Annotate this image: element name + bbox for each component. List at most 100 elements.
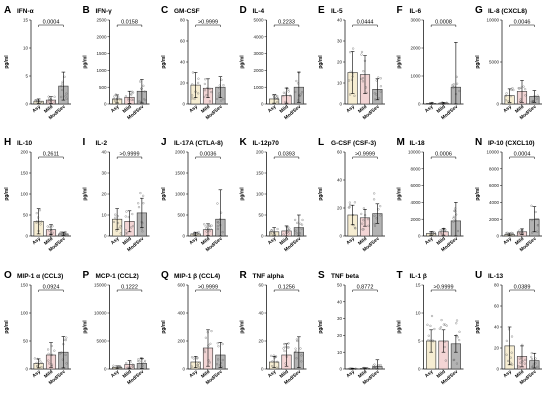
y-tick-label: 10 — [337, 81, 343, 86]
x-category-label: Asy — [424, 104, 435, 114]
data-point — [190, 97, 194, 100]
data-point — [33, 357, 36, 360]
y-tick-label: 500 — [99, 85, 107, 90]
data-point — [131, 365, 134, 368]
data-point — [282, 233, 285, 236]
y-tick-label: 0 — [496, 234, 499, 239]
data-point — [524, 94, 527, 97]
data-point — [118, 98, 121, 101]
data-point — [433, 327, 436, 331]
data-point — [60, 85, 63, 88]
data-point — [295, 338, 298, 341]
y-tick-label: 1000 — [410, 74, 421, 79]
data-point — [431, 339, 434, 342]
y-tick-label: 40 — [337, 18, 343, 23]
p-value: 0.0036 — [200, 152, 217, 158]
data-point — [124, 95, 127, 98]
x-category-label: Asy — [188, 236, 199, 246]
data-point — [197, 77, 200, 80]
x-category-label: Asy — [188, 104, 199, 114]
y-tick-label: 8000 — [410, 166, 421, 171]
data-point — [366, 218, 370, 221]
data-point — [196, 356, 199, 359]
data-point — [439, 102, 442, 105]
data-point — [427, 334, 430, 337]
data-point — [353, 94, 356, 97]
data-point — [295, 232, 298, 235]
y-tick-label: 0 — [496, 102, 499, 107]
panel-letter: N — [475, 137, 482, 148]
data-point — [433, 231, 436, 234]
data-point — [40, 361, 43, 365]
data-point — [534, 357, 537, 360]
significance-bracket — [273, 289, 300, 292]
data-point — [131, 90, 134, 93]
data-point — [208, 87, 211, 90]
panel-letter: P — [83, 270, 90, 281]
data-point — [197, 362, 200, 365]
y-tick-label: 15000 — [94, 283, 107, 288]
data-point — [458, 89, 461, 93]
data-point — [445, 101, 448, 104]
data-point — [348, 204, 352, 207]
data-point — [197, 233, 200, 236]
data-point — [131, 365, 135, 368]
data-point — [455, 362, 459, 365]
data-point — [519, 231, 522, 234]
data-point — [427, 339, 430, 342]
y-tick-label: 60 — [180, 39, 186, 44]
data-point — [47, 352, 50, 355]
significance-bracket — [509, 156, 535, 159]
data-point — [536, 217, 540, 221]
y-tick-label: 0 — [261, 367, 264, 372]
data-point — [347, 206, 350, 209]
data-point — [118, 365, 121, 368]
data-point — [65, 362, 68, 365]
data-point — [203, 89, 207, 92]
data-point — [531, 365, 534, 368]
y-tick-label: 40 — [494, 325, 500, 330]
p-value: 0.0393 — [278, 152, 295, 158]
data-point — [505, 353, 508, 356]
y-tick-label: 20 — [180, 81, 186, 86]
y-tick-label: 150 — [20, 171, 28, 176]
panel-title: IL-8 (CXCL8) — [488, 8, 527, 15]
data-point — [504, 94, 507, 97]
data-point — [351, 367, 354, 370]
y-tick-label: 60 — [258, 283, 264, 288]
data-point — [295, 79, 298, 83]
x-category-label: Mild — [514, 236, 525, 247]
data-point — [36, 365, 39, 368]
x-category-label: Asy — [31, 104, 42, 114]
panel-title: MIP-1 α (CCL3) — [17, 273, 63, 280]
panel-letter: H — [4, 137, 11, 148]
x-category-label: Asy — [188, 369, 199, 379]
data-point — [115, 98, 118, 101]
data-point — [124, 232, 127, 235]
data-point — [379, 77, 382, 80]
data-point — [439, 232, 442, 235]
data-point — [143, 361, 146, 364]
data-point — [536, 94, 539, 97]
data-point — [519, 361, 522, 364]
panel-title: G-CSF (CSF-3) — [331, 140, 376, 147]
data-point — [439, 326, 443, 329]
data-point — [193, 97, 196, 101]
p-value: 0.0444 — [357, 20, 374, 26]
y-tick-label: 40 — [258, 311, 264, 316]
y-tick-label: 0 — [261, 102, 264, 107]
data-point — [60, 95, 63, 98]
data-point — [210, 90, 213, 94]
x-category-label: Asy — [345, 369, 356, 379]
y-axis-label: pg/ml — [4, 320, 10, 334]
significance-bracket — [116, 24, 143, 27]
x-category-label: Mild — [122, 104, 133, 115]
significance-bracket — [509, 24, 535, 27]
panel-title: MIP-1 β (CCL4) — [174, 273, 220, 280]
x-category-label: Mild — [279, 104, 290, 115]
